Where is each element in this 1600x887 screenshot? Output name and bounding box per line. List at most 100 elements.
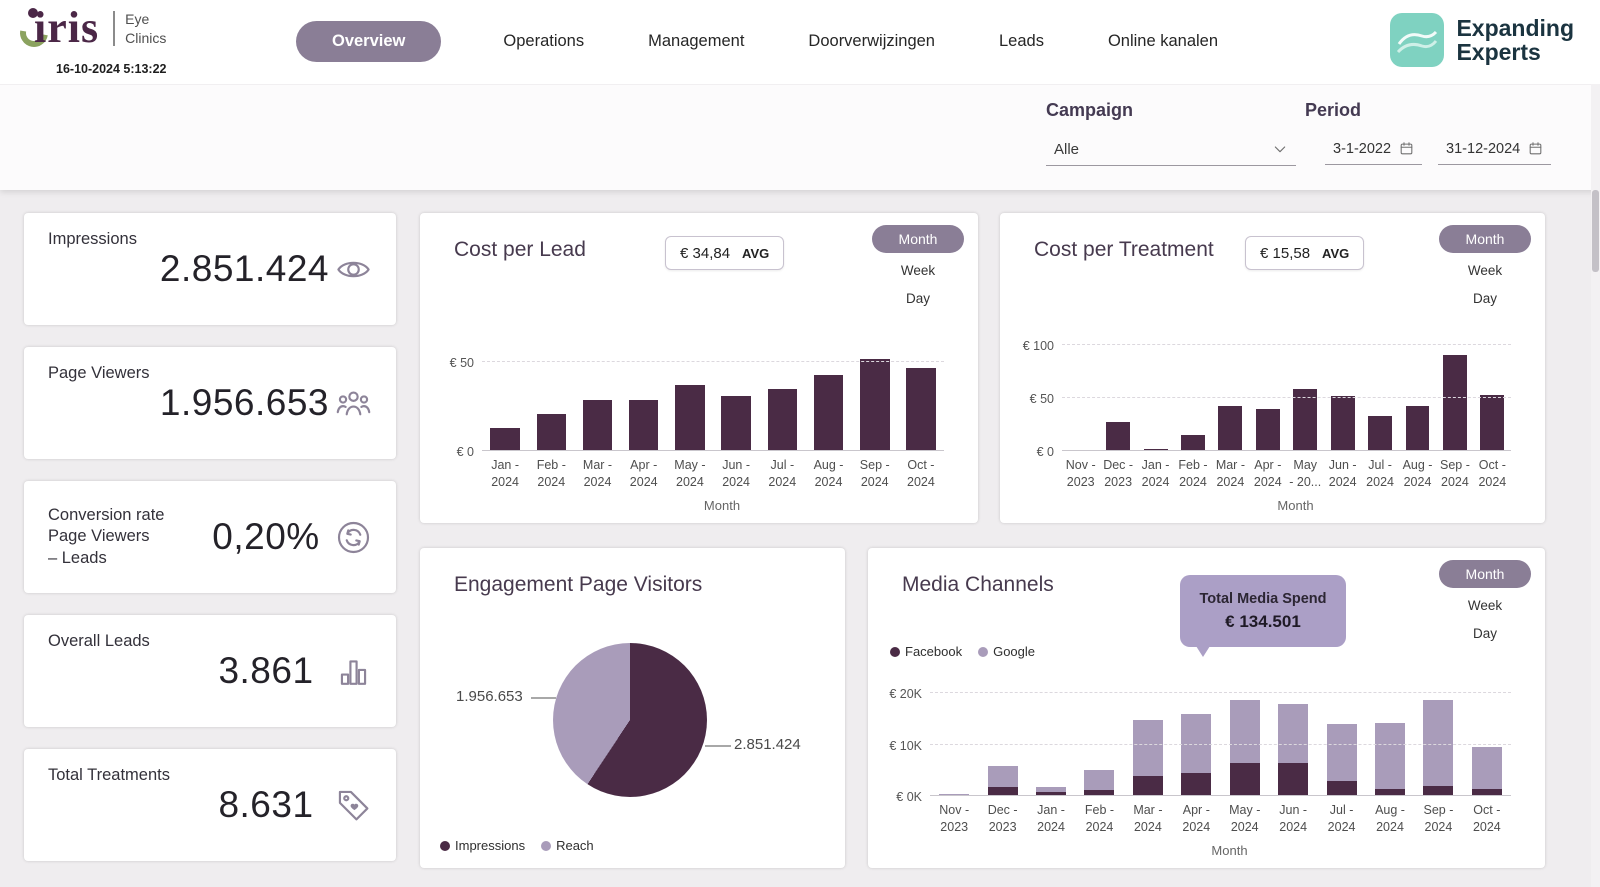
x-tick-label: Nov -2023 [939,803,970,835]
bar-Dec2023[interactable] [987,766,1018,797]
x-tick-label: May - 20... [1289,458,1322,490]
x-tick-label: Dec -2023 [1103,458,1134,490]
bar-Jun2024[interactable] [1330,395,1355,452]
bar-Aug2024[interactable] [1405,406,1430,452]
campaign-label: Campaign [1046,100,1134,120]
nav-tab-doorverwijzingen[interactable]: Doorverwijzingen [806,22,937,61]
x-axis: Nov -2023 Dec -2023 Jan -2024 Feb -2024 Mar … [930,802,1511,836]
x-tick-label: Oct -2024 [907,458,935,490]
bar-Oct2024[interactable] [1471,747,1502,797]
avg-value: € 15,58 [1260,244,1311,262]
x-tick-label: Sep -2024 [859,458,890,490]
view-toggle-month[interactable]: Month [1439,225,1531,253]
bar-Mar2024[interactable] [582,399,613,452]
x-tick-label: Jul -2024 [1366,458,1394,490]
view-toggle-day[interactable]: Day [872,288,964,309]
kpi-value: 1.956.653 [159,382,329,423]
bar-Jan2024[interactable] [1143,449,1168,452]
bar-Jul2024[interactable] [1368,416,1393,452]
x-tick-label: Feb -2024 [1084,803,1115,835]
bar-May20[interactable] [1293,389,1318,452]
bar-Apr2024[interactable] [1255,408,1280,452]
x-tick-label: Jul -2024 [1327,803,1356,835]
view-toggle-day[interactable]: Day [1439,288,1531,309]
bar-Sep2024[interactable] [1423,699,1454,797]
pie-leader-line [705,745,731,747]
bar-Apr2024[interactable] [628,399,659,452]
kpi-value: 2.851.424 [159,248,329,289]
pie-label-impressions: 2.851.424 [734,736,801,753]
plot-area [1062,339,1511,452]
view-toggle-day[interactable]: Day [1439,623,1531,644]
period-start-input[interactable]: 3-1-2022 [1325,133,1423,165]
view-toggle-week[interactable]: Week [1439,595,1531,616]
campaign-dropdown[interactable]: Alle [1046,133,1296,166]
cost-per-lead-chart: € 0 € 50 Jan -2024 Feb -2024 Mar -2024 Apr -… [436,353,962,513]
bar-Sep2024[interactable] [1442,355,1467,452]
legend-item-facebook[interactable]: Facebook [890,644,962,659]
kpi-card-impressions: Impressions 2.851.424 [24,213,396,325]
kpi-card-overall-leads: Overall Leads 3.861 [24,615,396,727]
bar-Sep2024[interactable] [859,358,890,452]
legend-item-reach[interactable]: Reach [541,838,594,853]
x-tick-label: Apr -2024 [1182,803,1211,835]
kpi-card-total-treatments: Total Treatments 8.631 [24,749,396,861]
scrollbar[interactable] [1591,84,1600,887]
bar-Aug2024[interactable] [1375,722,1405,797]
engagement-pie-chart[interactable] [553,643,707,797]
bar-Jan2024[interactable] [1036,787,1067,797]
x-axis-title: Month [1211,843,1248,858]
x-tick-label: Oct -2024 [1478,458,1507,490]
x-tick-label: Apr -2024 [629,458,658,490]
x-tick-label: Jun -2024 [722,458,751,490]
media-channels-card: Media Channels Total Media Spend € 134.5… [868,548,1545,868]
kpi-card-conversion-rate: Conversion rate Page Viewers – Leads 0,2… [24,481,396,593]
kpi-label: Conversion rate Page Viewers – Leads [48,505,165,567]
bar-Jul2024[interactable] [767,388,798,452]
bar-Oct2024[interactable] [906,367,936,452]
x-tick-label: Feb -2024 [1178,458,1208,490]
bar-May2024[interactable] [1229,699,1260,797]
view-toggle-week[interactable]: Week [1439,260,1531,281]
view-toggle-week[interactable]: Week [872,260,964,281]
bar-Feb2024[interactable] [1084,769,1115,797]
callout-value: € 134.501 [1225,611,1301,631]
kpi-label: Page Viewers [48,364,150,382]
media-legend: Facebook Google [890,644,1035,659]
x-tick-label: Mar -2024 [1133,803,1163,835]
bar-Mar2024[interactable] [1132,720,1163,797]
x-axis-title: Month [703,498,741,513]
legend-item-impressions[interactable]: Impressions [440,838,525,853]
bar-Jul2024[interactable] [1326,724,1357,797]
kpi-label: Total Treatments [48,766,170,784]
nav-tab-overview[interactable]: Overview [296,21,442,62]
nav-tab-operations[interactable]: Operations [501,22,586,61]
bar-Feb2024[interactable] [1181,435,1205,452]
bar-Apr2024[interactable] [1181,713,1212,797]
nav-tab-leads[interactable]: Leads [997,22,1046,61]
bar-Dec2023[interactable] [1106,422,1131,452]
bar-Oct2024[interactable] [1480,394,1505,452]
campaign-selected-value: Alle [1054,140,1080,158]
bar-Mar2024[interactable] [1218,406,1243,452]
nav-tab-management[interactable]: Management [646,22,746,61]
x-tick-label: Sep -2024 [1423,803,1454,835]
legend-item-google[interactable]: Google [978,644,1035,659]
x-tick-label: Aug -2024 [1375,803,1405,835]
bar-Jan2024[interactable] [490,428,520,452]
bar-Feb2024[interactable] [536,413,567,452]
scrollbar-thumb[interactable] [1592,190,1599,272]
cost-per-treatment-chart: € 0 € 50 € 100 Nov -2023 Dec -2023 Jan -2024… [1016,339,1529,513]
avg-value: € 34,84 [680,244,731,262]
bar-May2024[interactable] [675,385,705,452]
logo-division-line2: Clinics [125,29,167,46]
view-toggle-month[interactable]: Month [1439,560,1531,588]
bar-chart-icon [332,653,372,690]
brand-name-line2: Experts [1456,39,1541,65]
period-end-input[interactable]: 31-12-2024 [1438,133,1552,165]
view-toggle-month[interactable]: Month [872,225,964,253]
bar-Aug2024[interactable] [813,374,844,452]
bar-Jun2024[interactable] [721,396,751,452]
nav-tab-online-kanalen[interactable]: Online kanalen [1106,22,1220,61]
bar-Jun2024[interactable] [1278,703,1309,797]
